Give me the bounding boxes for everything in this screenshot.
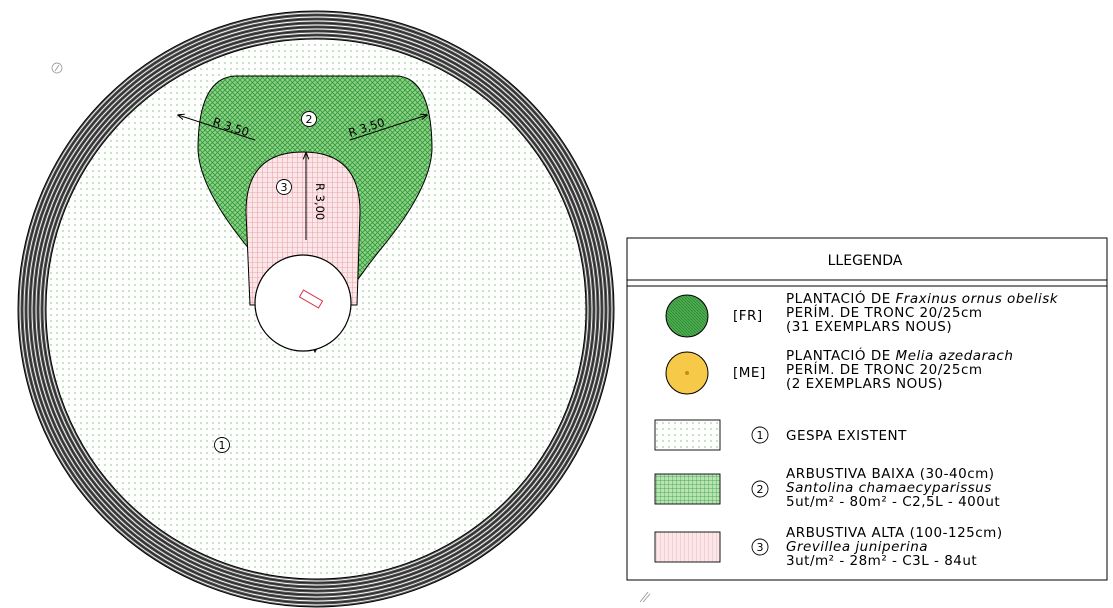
tree-pit xyxy=(254,254,352,352)
fraxinus-code: [FR] xyxy=(733,308,763,324)
melia-line1: PLANTACIÓ DE Melia azedarach xyxy=(786,346,1013,364)
low-shrub-swatch xyxy=(654,473,721,505)
high-shrub-swatch xyxy=(654,531,721,563)
svg-text:3: 3 xyxy=(281,181,288,194)
high-shrub-line3: 3ut/m² - 28m² - C3L - 84ut xyxy=(786,553,977,569)
dim-line-left xyxy=(178,115,256,141)
zone-marker-1: 1 xyxy=(214,437,230,453)
melia-code: [ME] xyxy=(733,365,766,381)
legend-item-melia: [ME] PLANTACIÓ DE Melia azedarach PERÍM.… xyxy=(665,346,1013,395)
fraxinus-symbol-icon xyxy=(665,294,709,338)
legend-frame xyxy=(626,237,1108,581)
svg-text:1: 1 xyxy=(757,429,764,442)
low-shrub-line3: 5ut/m² - 80m² - C2,5L - 400ut xyxy=(786,494,1000,510)
legend-title: LLEGENDA xyxy=(828,253,903,269)
low-shrub-line2: Santolina chamaecyparissus xyxy=(786,480,992,496)
fraxinus-line3: (31 EXEMPLARS NOUS) xyxy=(786,319,952,335)
dim-line-right xyxy=(349,115,427,141)
high-shrub-line1: ARBUSTIVA ALTA (100-125cm) xyxy=(786,525,1003,541)
dim-label-inner: R 3,00 xyxy=(313,183,327,220)
legend-item-high-shrub: 3 ARBUSTIVA ALTA (100-125cm) Grevillea j… xyxy=(654,525,1003,569)
fraxinus-line2: PERÍM. DE TRONC 20/25cm xyxy=(786,304,983,321)
legend-item-low-shrub: 2 ARBUSTIVA BAIXA (30-40cm) Santolina ch… xyxy=(654,466,1000,510)
svg-text:1: 1 xyxy=(219,439,226,452)
legend: LLEGENDA [FR] PLANTACIÓ DE Fraxinus ornu… xyxy=(626,237,1108,581)
fraxinus-line1: PLANTACIÓ DE Fraxinus ornus obelisk xyxy=(786,289,1059,307)
small-mark-bottom xyxy=(639,591,651,603)
melia-line3: (2 EXEMPLARS NOUS) xyxy=(786,376,943,392)
legend-item-lawn: 1 GESPA EXISTENT xyxy=(654,419,907,451)
low-shrub-line1: ARBUSTIVA BAIXA (30-40cm) xyxy=(786,466,995,482)
zone-marker-2: 2 xyxy=(301,111,317,127)
melia-line2: PERÍM. DE TRONC 20/25cm xyxy=(786,361,983,378)
tree-pit-marker xyxy=(298,289,324,309)
legend-item-fraxinus: [FR] PLANTACIÓ DE Fraxinus ornus obelisk… xyxy=(665,289,1059,338)
zone-marker-3: 3 xyxy=(276,179,292,195)
lawn-line1: GESPA EXISTENT xyxy=(786,428,907,444)
high-shrub-line2: Grevillea juniperina xyxy=(786,539,928,555)
svg-text:2: 2 xyxy=(306,113,313,126)
lawn-swatch xyxy=(654,419,721,451)
small-mark-top-left xyxy=(51,62,63,74)
svg-text:3: 3 xyxy=(757,541,764,554)
svg-text:2: 2 xyxy=(757,483,764,496)
